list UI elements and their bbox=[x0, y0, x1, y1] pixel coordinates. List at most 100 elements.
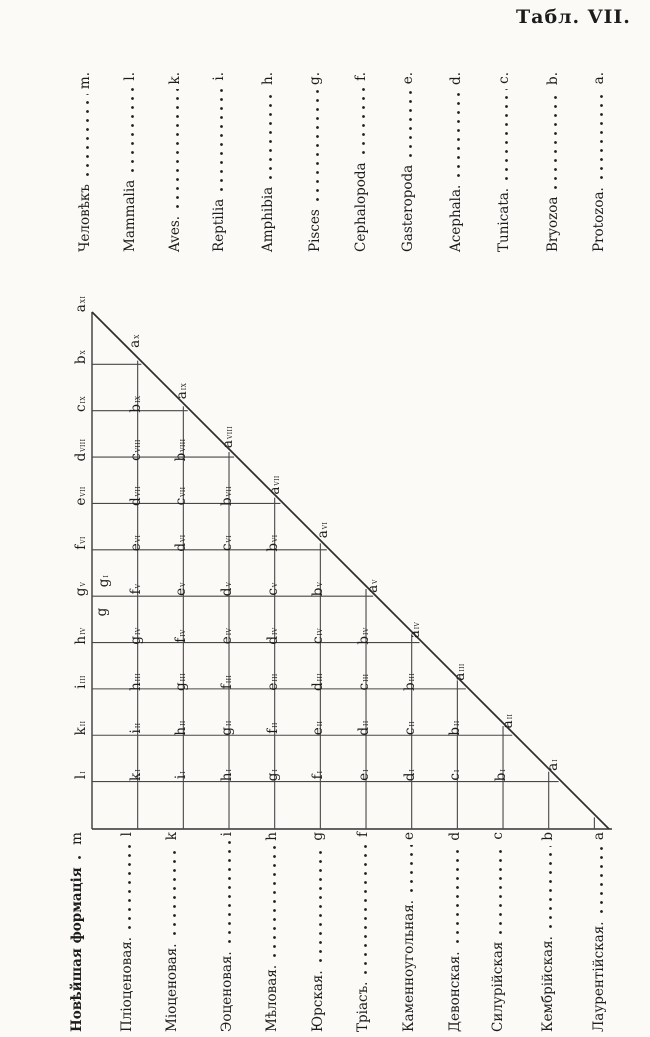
taxon-label-acephala: Acephala. d. bbox=[447, 72, 466, 252]
dot-leader bbox=[319, 845, 322, 966]
diagonal-cell-a-xi: a xi bbox=[73, 295, 89, 313]
label-letter: h bbox=[264, 832, 280, 841]
taxon-label-amphibia: Amphibia h. bbox=[259, 72, 278, 252]
dot-leader bbox=[505, 88, 508, 183]
cell-k-ii: k ii bbox=[73, 720, 89, 736]
cell-letter: g bbox=[127, 635, 144, 645]
label-letter: g bbox=[310, 832, 326, 841]
cell-f-iii: f iii bbox=[219, 674, 235, 690]
formation-label-b: Кембрійская. b bbox=[539, 832, 558, 1032]
cell-d-vii: d vii bbox=[127, 486, 144, 507]
cell-letter: h bbox=[73, 635, 89, 645]
cell-letter: f bbox=[173, 637, 190, 643]
cell-letter: e bbox=[219, 635, 235, 644]
cell-letter: c bbox=[73, 404, 89, 412]
dot-leader bbox=[220, 85, 223, 194]
cell-d-iv: d iv bbox=[264, 626, 281, 645]
label-letter: m. bbox=[77, 72, 93, 90]
cell-e-vii: e vii bbox=[73, 486, 89, 507]
formation-label-c: Силурійская c bbox=[489, 832, 508, 1032]
label-letter: e. bbox=[400, 72, 416, 85]
cell-letter: c bbox=[264, 588, 281, 596]
label-letter: e bbox=[401, 832, 417, 840]
formation-label-k: Міоценовая. k bbox=[163, 832, 182, 1032]
cell-letter: e bbox=[356, 772, 373, 781]
label-name: Pisces bbox=[307, 209, 323, 252]
label-letter: a bbox=[591, 832, 607, 841]
taxon-label-protozoa: Protozoa. a. bbox=[590, 72, 609, 252]
taxon-label-reptilia: Reptilia i. bbox=[210, 72, 229, 252]
cell-letter: d bbox=[401, 772, 418, 781]
label-name: Mammalia bbox=[122, 179, 138, 252]
dot-leader bbox=[410, 845, 413, 895]
label-letter: m bbox=[69, 832, 85, 845]
cell-letter: g bbox=[96, 578, 112, 588]
cell-e-iii: e iii bbox=[264, 673, 281, 691]
cell-letter: b bbox=[356, 635, 373, 645]
cell-e-iv: e iv bbox=[219, 627, 235, 644]
cell-letter: b bbox=[219, 497, 235, 507]
cell-letter: a bbox=[220, 440, 236, 449]
label-name: Мѣловая. bbox=[264, 964, 280, 1032]
dot-leader bbox=[554, 89, 557, 192]
cell-letter: d bbox=[356, 727, 373, 736]
cell-letter: a bbox=[452, 672, 468, 681]
cell-letter: b bbox=[264, 542, 281, 552]
label-name: Acephala. bbox=[448, 184, 464, 252]
cell-letter: i bbox=[127, 729, 144, 734]
label-letter: g. bbox=[307, 72, 323, 85]
taxon-label-tunicata: Tunicata. c. bbox=[495, 72, 514, 252]
stray-mark-2: g bbox=[92, 592, 112, 632]
formation-label-l: Пліоценовая. l bbox=[118, 832, 137, 1032]
formation-label-h: Мѣловая. h bbox=[263, 832, 282, 1032]
cell-letter: b bbox=[401, 682, 418, 691]
cell-letter: a bbox=[315, 530, 331, 539]
dot-leader bbox=[549, 845, 552, 932]
label-name: Человѣкъ bbox=[77, 184, 93, 252]
label-name: Amphibia bbox=[260, 186, 276, 252]
diagonal-cell-a-ii: a ii bbox=[500, 713, 516, 729]
cell-e-vi: e vi bbox=[127, 534, 144, 552]
label-name: Aves. bbox=[167, 215, 183, 252]
cell-d-ii: d ii bbox=[356, 720, 373, 736]
label-letter: l. bbox=[122, 72, 138, 81]
formation-label-e: Каменноугольная. e bbox=[400, 832, 419, 1032]
dot-leader bbox=[457, 89, 460, 180]
cell-letter: f bbox=[310, 773, 327, 779]
cell-letter: k bbox=[127, 772, 144, 781]
taxon-label-gasteropoda: Gasteropoda e. bbox=[399, 72, 418, 252]
label-letter: c bbox=[490, 832, 506, 840]
label-name: Gasteropoda bbox=[400, 164, 416, 252]
label-letter: i bbox=[219, 832, 235, 837]
dot-leader bbox=[273, 845, 276, 960]
cell-b-iii: b iii bbox=[401, 672, 418, 691]
cell-letter: c bbox=[219, 543, 235, 551]
cell-f-vi: f vi bbox=[73, 536, 89, 550]
label-letter: d bbox=[447, 832, 463, 841]
taxon-label-cephalopoda: Cephalopoda f. bbox=[352, 72, 371, 252]
cell-i-ii: i ii bbox=[127, 722, 144, 734]
taxon-label-человѣкъ: Человѣкъ m. bbox=[76, 72, 95, 252]
grid-line bbox=[91, 311, 610, 830]
cell-d-viii: d viii bbox=[73, 438, 89, 462]
label-letter: a. bbox=[591, 72, 607, 85]
cell-letter: a bbox=[267, 486, 283, 495]
label-name: Reptilia bbox=[211, 198, 227, 252]
cell-letter: b bbox=[173, 452, 190, 462]
cell-c-ii: c ii bbox=[401, 721, 418, 736]
cell-letter: b bbox=[127, 403, 144, 413]
cell-letter: h bbox=[127, 682, 144, 691]
cell-letter: a bbox=[127, 339, 143, 348]
cell-letter: d bbox=[264, 635, 281, 645]
label-name: Міоценовая. bbox=[164, 943, 180, 1032]
cell-letter: d bbox=[219, 587, 235, 597]
